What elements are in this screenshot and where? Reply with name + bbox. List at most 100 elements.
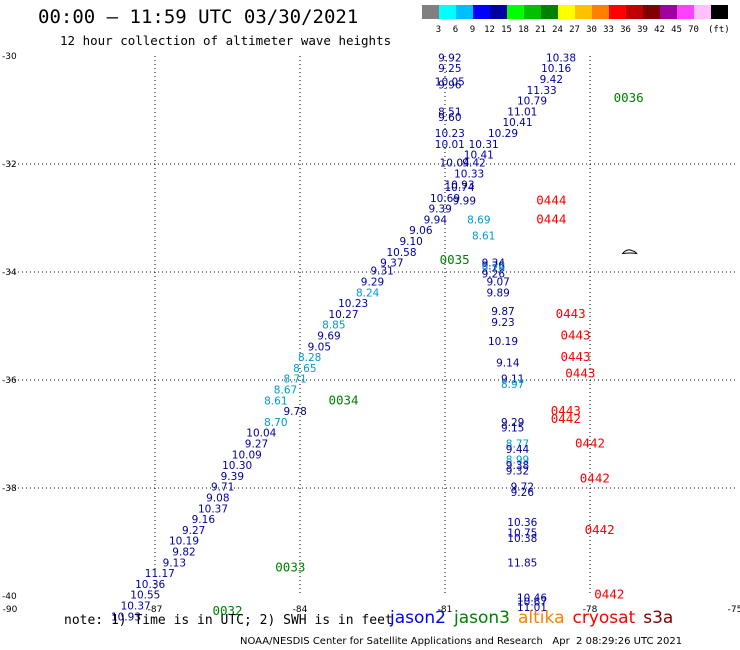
wave-height-label: 9.39: [221, 471, 244, 483]
wave-height-label: 10.01: [435, 139, 465, 151]
wave-height-label: 10.29: [488, 128, 518, 140]
wave-height-label: 9.38: [506, 460, 529, 472]
wave-height-label: 9.96: [438, 79, 462, 91]
wave-height-label: 8.28: [298, 352, 321, 364]
pass-time-label: 0443: [560, 349, 590, 364]
scale-label: 3: [435, 25, 442, 35]
scale-swatch: [422, 5, 439, 19]
wave-height-label: 8.51: [438, 106, 461, 118]
wave-height-label: 9.76: [482, 260, 506, 272]
wave-height-label: 10.38: [546, 52, 576, 64]
legend-item: altika: [518, 608, 565, 628]
wave-height-label: 10.37: [121, 601, 151, 613]
wave-height-label: 8.61: [264, 395, 287, 407]
scale-label: 36: [620, 25, 631, 35]
wave-height-label: 8.85: [322, 320, 345, 332]
wave-height-label: 9.27: [182, 525, 205, 537]
wave-height-label: 10.19: [169, 536, 199, 548]
wave-height-label: 9.87: [491, 306, 514, 318]
latitude-tick-label: -38: [2, 484, 17, 494]
wave-height-label: 11.01: [517, 602, 547, 614]
wave-height-label: 10.27: [328, 309, 358, 321]
scale-label: 24: [552, 25, 563, 35]
wave-height-label: 10.75: [507, 528, 537, 540]
wave-height-label: 11.17: [145, 568, 175, 580]
wave-height-label: 11.85: [507, 557, 537, 569]
wave-height-label: 9.27: [245, 439, 268, 451]
scale-label: 30: [586, 25, 597, 35]
pass-time-label: 0444: [536, 193, 566, 208]
wave-height-label: 9.72: [511, 482, 534, 494]
page-subtitle: 12 hour collection of altimeter wave hei…: [60, 33, 392, 48]
wave-height-label: 8.69: [467, 214, 490, 226]
wave-height-label: 10.04: [440, 158, 470, 170]
scale-swatch: [524, 5, 541, 19]
wave-height-label: 10.41: [502, 117, 532, 129]
wave-height-label: 10.33: [454, 169, 484, 181]
wave-height-label: 10.31: [469, 139, 499, 151]
pass-time-label: 0442: [551, 411, 581, 426]
pass-time-label: 0036: [614, 90, 644, 105]
legend-item: cryosat: [572, 608, 636, 628]
wave-height-label: 10.79: [517, 96, 547, 108]
wave-height-label: 10.46: [517, 592, 547, 604]
wave-height-label: 9.32: [506, 466, 529, 478]
wave-height-label: 8.70: [264, 417, 287, 429]
legend-item: jason3: [454, 608, 510, 628]
scale-label: 15: [501, 25, 512, 35]
wave-height-label: 10.05: [435, 77, 465, 89]
wave-height-label: 9.07: [486, 277, 509, 289]
scale-label: 21: [535, 25, 546, 35]
satellite-legend: jason2 jason3 altika cryosat s3a: [390, 608, 681, 628]
wave-height-label: 9.42: [540, 74, 563, 86]
scale-swatch: [507, 5, 524, 19]
pass-time-label: 0033: [275, 560, 305, 575]
wave-height-label: 10.41: [464, 150, 494, 162]
wave-height-label: 9.26: [511, 487, 535, 499]
pass-time-label: 0442: [575, 436, 605, 451]
footnote: note: 1) Time is in UTC; 2) SWH is in fe…: [64, 613, 393, 628]
wave-height-label: 8.77: [506, 439, 529, 451]
pass-time-label: 0442: [580, 471, 610, 486]
wave-height-label: 9.31: [370, 266, 393, 278]
wave-height-label: 9.60: [438, 112, 461, 124]
wave-height-label: 8.97: [501, 379, 524, 391]
wave-height-label: 9.14: [496, 358, 520, 370]
wave-height-label: 10.67: [517, 597, 547, 609]
wave-height-label: 10.55: [130, 590, 160, 602]
scale-swatch: [592, 5, 609, 19]
wave-height-label: 9.10: [399, 236, 422, 248]
wave-height-label: 10.30: [222, 460, 252, 472]
wave-height-label: 9.34: [482, 258, 506, 270]
wave-height-label: 9.42: [462, 158, 485, 170]
wave-height-label: 9.15: [501, 422, 524, 434]
scale-label: 27: [569, 25, 580, 35]
wave-height-label: 8.65: [293, 363, 316, 375]
latitude-tick-label: -30: [2, 52, 17, 62]
wave-height-label: 9.94: [424, 214, 448, 226]
scale-swatch: [677, 5, 694, 19]
wave-height-label: 9.69: [317, 331, 340, 343]
wave-height-label: 9.26: [482, 263, 506, 275]
wave-height-label: 10.69: [430, 193, 460, 205]
wave-height-label: 10.23: [435, 128, 465, 140]
scale-swatch: [626, 5, 643, 19]
pass-time-label: 0444: [536, 211, 566, 226]
scale-label: 70: [688, 25, 699, 35]
wave-height-label: 10.23: [338, 298, 368, 310]
wave-height-label: 9.99: [453, 196, 476, 208]
pass-time-label: 0442: [594, 587, 624, 602]
scale-swatch: [711, 5, 728, 19]
scale-label: 39: [637, 25, 648, 35]
wave-height-label: 9.92: [438, 52, 461, 64]
longitude-tick-label: -87: [148, 605, 163, 615]
scale-swatch: [609, 5, 626, 19]
legend-item: jason2: [390, 608, 446, 628]
wave-height-label: 8.61: [472, 231, 495, 243]
credit-line: NOAA/NESDIS Center for Satellite Applica…: [240, 636, 683, 647]
scale-label: 18: [518, 25, 529, 35]
scale-unit: (ft): [708, 25, 730, 35]
scale-swatch: [439, 5, 456, 19]
wave-height-label: 10.16: [541, 63, 571, 75]
